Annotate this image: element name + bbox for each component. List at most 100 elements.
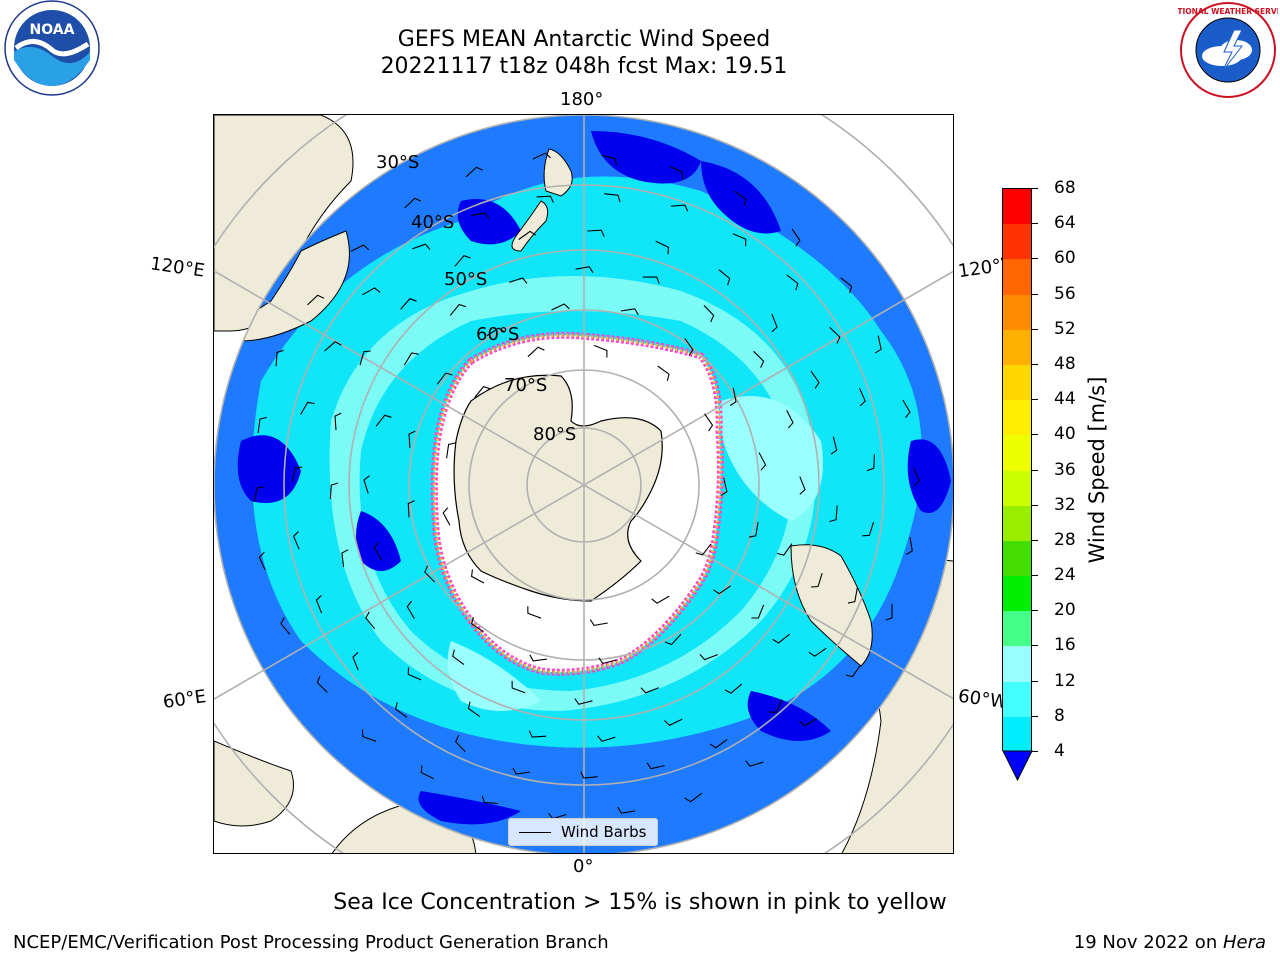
wind-barb	[776, 543, 793, 556]
sea-ice-note: Sea Ice Concentration > 15% is shown in …	[333, 890, 947, 915]
wind-barb	[452, 649, 465, 666]
colorbar-tick	[1032, 751, 1038, 752]
colorbar-segment	[1003, 329, 1031, 366]
wind-barb	[315, 594, 323, 614]
wind-barb	[791, 228, 801, 247]
map-legend: Wind Barbs	[508, 818, 658, 846]
wind-barb	[575, 266, 594, 273]
wind-barb	[509, 277, 528, 284]
colorbar-segment	[1003, 224, 1031, 260]
wind-barb	[442, 507, 451, 526]
colorbar-tick-label: 64	[1054, 213, 1076, 234]
wind-barb	[703, 305, 715, 323]
wind-barb	[729, 387, 737, 406]
colorbar-tick-label: 68	[1054, 178, 1076, 198]
wind-barb	[866, 454, 875, 472]
colorbar-title-text: Wind Speed [m/s]	[1085, 376, 1109, 564]
wind-barb	[486, 327, 505, 337]
colorbar-tick	[1032, 328, 1038, 330]
colorbar	[1002, 188, 1032, 753]
wind-barb	[589, 619, 608, 627]
colorbar-tick	[1032, 399, 1038, 401]
wind-barb	[292, 531, 300, 550]
wind-barb	[527, 606, 542, 619]
colorbar-tick-label: 8	[1054, 705, 1065, 726]
colorbar-segment	[1003, 189, 1031, 225]
wind-barb	[532, 152, 551, 160]
wind-barb	[300, 401, 315, 415]
colorbar-tick-label: 24	[1054, 565, 1076, 586]
wind-barb	[406, 600, 415, 619]
wind-barb	[275, 349, 284, 367]
wind-barb	[424, 565, 436, 583]
graticule	[214, 115, 953, 853]
wind-barb	[404, 197, 422, 209]
lat-label-80s: 80°S	[533, 424, 577, 445]
wind-barb	[913, 467, 920, 487]
lat-label-60s: 60°S	[476, 324, 520, 345]
footer-date: 19 Nov 2022 on Hera	[1074, 932, 1266, 953]
colorbar-tick	[1032, 504, 1038, 506]
wind-barb	[359, 350, 371, 366]
legend-line-swatch	[519, 832, 551, 833]
wind-barb	[511, 680, 526, 694]
wind-barb	[862, 521, 875, 537]
lon-label-0: 0°	[573, 856, 594, 877]
wind-barb	[528, 730, 547, 738]
nws-logo: NATIONAL WEATHER SERVICE	[1178, 2, 1278, 98]
noaa-logo-text: NOAA	[30, 22, 75, 38]
wind-barb	[329, 482, 339, 500]
wind-barbs	[253, 152, 920, 820]
lon-label-120e: 120°E	[148, 253, 206, 282]
wind-barb	[407, 667, 422, 681]
colorbar-segment	[1003, 576, 1031, 612]
wind-barb	[408, 430, 416, 449]
wind-barb	[527, 346, 545, 358]
colorbar-tick	[1032, 363, 1038, 365]
wind-barb	[799, 718, 818, 727]
lat-label-30s: 30°S	[376, 152, 420, 173]
colorbar-segment	[1003, 435, 1031, 471]
wind-barb	[786, 410, 794, 429]
footer-date-text: 19 Nov 2022 on	[1073, 932, 1223, 953]
wind-barb	[655, 240, 669, 255]
colorbar-tick-label: 28	[1054, 529, 1076, 550]
wind-barb	[748, 521, 759, 538]
wind-barb	[670, 204, 689, 212]
wind-barb	[362, 287, 381, 296]
colorbar-tick	[1032, 258, 1038, 260]
wind-barb	[518, 230, 537, 240]
wind-barb	[400, 298, 417, 310]
footer-organization: NCEP/EMC/Verification Post Processing Pr…	[13, 932, 609, 953]
colorbar-segment	[1003, 646, 1031, 683]
wind-barb	[858, 387, 866, 407]
wind-barb	[874, 335, 882, 354]
wind-barb	[732, 233, 747, 247]
wind-barb	[363, 475, 370, 494]
colorbar-tick-label: 4	[1054, 741, 1065, 761]
wind-barb	[651, 595, 670, 604]
wind-barb	[664, 633, 682, 646]
colorbar-tick-label: 52	[1054, 318, 1076, 339]
wind-barb	[512, 767, 531, 775]
wind-barb	[684, 792, 703, 803]
wind-barb	[684, 337, 694, 356]
wind-barb	[724, 683, 743, 694]
wind-barb	[845, 664, 861, 678]
wind-barb	[601, 154, 617, 166]
wind-barb	[446, 442, 456, 459]
wind-barb	[720, 477, 728, 497]
wind-barb	[334, 412, 342, 431]
colorbar-segment	[1003, 259, 1031, 296]
wind-barb	[657, 365, 670, 382]
wind-barb	[403, 352, 419, 366]
wind-barb	[640, 687, 659, 694]
colorbar-tick-label: 48	[1054, 353, 1076, 374]
wind-barb	[646, 762, 665, 770]
wind-barb	[597, 735, 616, 743]
wind-barb	[412, 243, 431, 250]
wind-barb	[829, 505, 838, 523]
wind-barb	[847, 587, 858, 604]
wind-barb	[316, 675, 328, 693]
colorbar-tick	[1032, 715, 1038, 717]
